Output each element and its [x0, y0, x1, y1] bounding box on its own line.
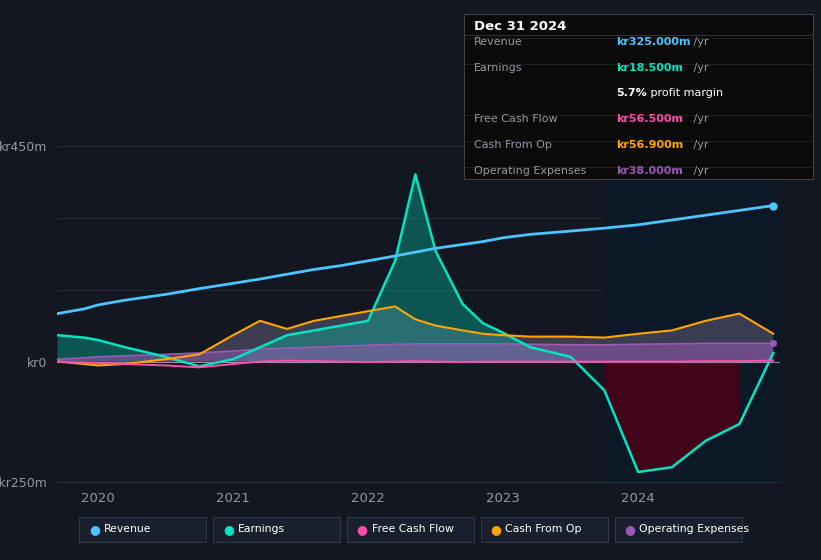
Text: profit margin: profit margin: [647, 88, 723, 99]
Text: /yr: /yr: [690, 37, 709, 47]
Text: Revenue: Revenue: [474, 37, 522, 47]
Text: kr56.500m: kr56.500m: [616, 114, 683, 124]
Text: /yr: /yr: [690, 63, 709, 73]
Text: kr18.500m: kr18.500m: [616, 63, 683, 73]
Text: Revenue: Revenue: [103, 524, 151, 534]
Text: kr38.000m: kr38.000m: [616, 166, 682, 176]
Text: Free Cash Flow: Free Cash Flow: [372, 524, 453, 534]
Text: ●: ●: [624, 522, 635, 536]
Text: kr325.000m: kr325.000m: [616, 37, 690, 47]
Bar: [604, 146, 780, 482]
Text: Free Cash Flow: Free Cash Flow: [474, 114, 557, 124]
Text: /yr: /yr: [690, 166, 709, 176]
Text: Earnings: Earnings: [238, 524, 285, 534]
Text: /yr: /yr: [690, 140, 709, 150]
Text: ●: ●: [222, 522, 234, 536]
Text: ●: ●: [491, 522, 502, 536]
Text: /yr: /yr: [690, 114, 709, 124]
Text: Earnings: Earnings: [474, 63, 522, 73]
Text: Cash From Op: Cash From Op: [506, 524, 582, 534]
Text: Cash From Op: Cash From Op: [474, 140, 552, 150]
Text: Operating Expenses: Operating Expenses: [639, 524, 749, 534]
Text: ●: ●: [356, 522, 368, 536]
Text: Dec 31 2024: Dec 31 2024: [474, 20, 566, 32]
Text: Operating Expenses: Operating Expenses: [474, 166, 586, 176]
Text: ●: ●: [89, 522, 100, 536]
Text: 5.7%: 5.7%: [616, 88, 646, 99]
Text: kr56.900m: kr56.900m: [616, 140, 683, 150]
